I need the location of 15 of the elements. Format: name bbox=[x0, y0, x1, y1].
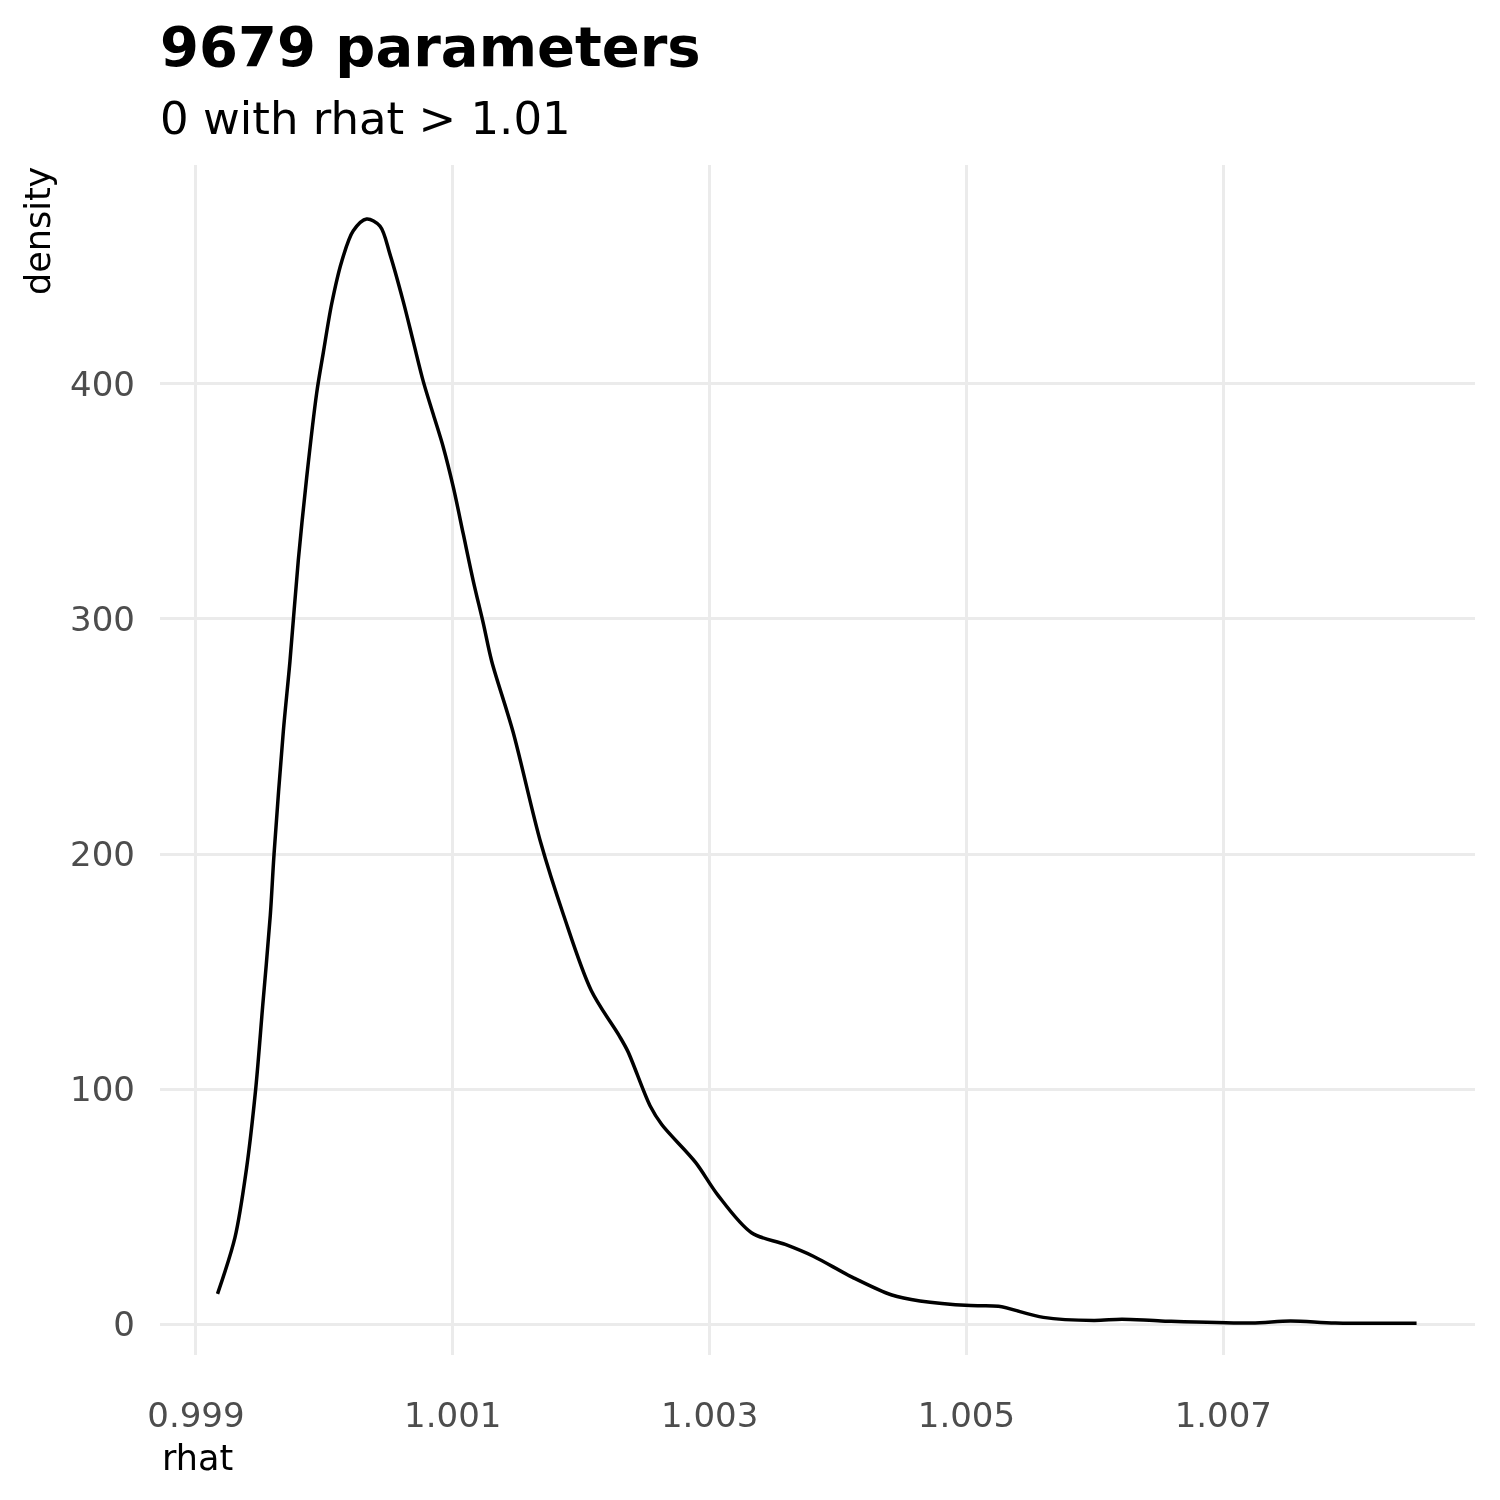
y-axis-title: density bbox=[18, 166, 58, 295]
y-tick-label: 300 bbox=[70, 598, 135, 639]
y-tick-label: 100 bbox=[70, 1069, 135, 1110]
y-tick-label: 200 bbox=[70, 833, 135, 874]
chart-subtitle: 0 with rhat > 1.01 bbox=[160, 91, 571, 145]
x-axis-title: rhat bbox=[162, 1438, 234, 1478]
x-tick-label: 1.005 bbox=[917, 1395, 1016, 1435]
x-tick-label: 1.003 bbox=[660, 1395, 759, 1435]
y-tick-label: 0 bbox=[113, 1304, 135, 1345]
line-series bbox=[215, 217, 1419, 1326]
chart-title: 9679 parameters bbox=[160, 14, 701, 80]
x-tick-label: 1.007 bbox=[1174, 1395, 1272, 1435]
y-tick-label: 400 bbox=[70, 363, 135, 404]
x-tick-label: 1.001 bbox=[404, 1395, 502, 1435]
x-tick-label: 0.999 bbox=[147, 1395, 245, 1435]
